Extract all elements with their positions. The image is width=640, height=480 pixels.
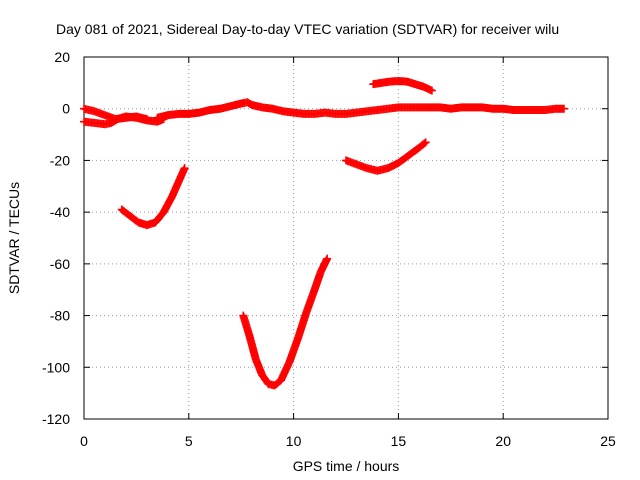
- y-tick-label: 20: [54, 49, 70, 65]
- x-tick-label: 0: [80, 433, 88, 449]
- y-tick-label: 0: [62, 101, 70, 117]
- axis-ticks: 20 0 -20 -40 -60 -80 -100 -120 0 5 10 15 20 25: [42, 49, 616, 449]
- chart-title: Day 081 of 2021, Sidereal Day-to-day VTE…: [56, 21, 559, 37]
- data-point: [180, 164, 189, 173]
- data-point: [142, 115, 151, 124]
- series-track-2: [80, 104, 151, 124]
- series-track-5: [239, 254, 332, 390]
- x-axis-label: GPS time / hours: [293, 458, 400, 474]
- series-track-7: [369, 77, 436, 95]
- data-point: [559, 104, 568, 113]
- y-tick-label: -80: [50, 308, 70, 324]
- plot-frame: [83, 56, 609, 420]
- x-tick-label: 10: [286, 433, 302, 449]
- series-track-4: [117, 164, 189, 230]
- x-tick-label: 5: [185, 433, 193, 449]
- y-tick-label: -20: [50, 152, 70, 168]
- y-tick-label: -40: [50, 204, 70, 220]
- y-tick-label: -100: [42, 359, 70, 375]
- x-tick-label: 20: [495, 433, 511, 449]
- y-tick-label: -60: [50, 256, 70, 272]
- data-point: [421, 138, 430, 147]
- series-track-6: [342, 138, 430, 175]
- data-point: [427, 86, 436, 95]
- series-track-3: [153, 98, 568, 122]
- data-points: [80, 77, 568, 390]
- data-point: [420, 139, 429, 148]
- data-point: [323, 254, 332, 263]
- x-tick-label: 15: [391, 433, 407, 449]
- y-tick-label: -120: [42, 411, 70, 427]
- x-tick-label: 25: [600, 433, 616, 449]
- y-axis-label: SDTVAR / TECUs: [6, 182, 22, 294]
